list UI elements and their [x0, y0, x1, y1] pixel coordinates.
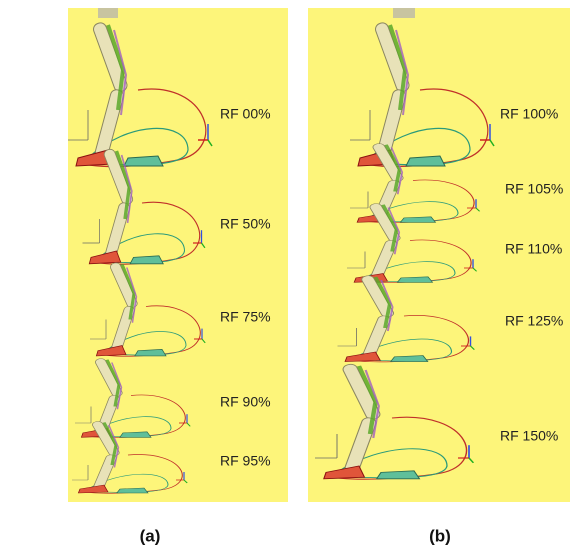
frame-label: RF 105%	[505, 181, 563, 197]
panel-a: RF 00% RF 50% RF 75% RF 90% RF 95%	[68, 8, 288, 502]
frame-label: RF 90%	[220, 394, 271, 410]
frame-label: RF 00%	[220, 106, 271, 122]
panel-b: RF 100% RF 105% RF 110% RF 125% RF 150%	[308, 8, 570, 502]
panel-caption: (a)	[140, 526, 161, 545]
frame-label: RF 125%	[505, 313, 563, 329]
frame-label: RF 95%	[220, 453, 271, 469]
frame-label: RF 100%	[500, 106, 558, 122]
frame-label: RF 110%	[505, 241, 562, 257]
figure: RF 00% RF 50% RF 75% RF 90% RF 95% RF 10…	[0, 0, 574, 551]
frame-label: RF 150%	[500, 428, 558, 444]
panel-caption: (b)	[429, 526, 451, 545]
frame-label: RF 75%	[220, 309, 271, 325]
frame-label: RF 50%	[220, 216, 271, 232]
